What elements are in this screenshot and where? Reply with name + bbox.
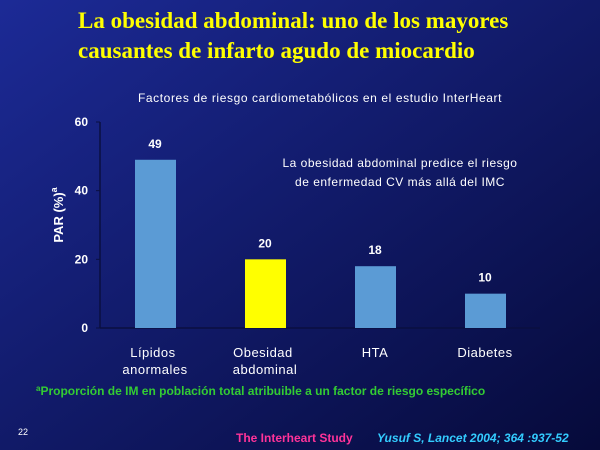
x-tick-label-line: anormales bbox=[122, 362, 187, 377]
data-label: 10 bbox=[478, 271, 492, 285]
x-tick-label-line: HTA bbox=[362, 345, 389, 360]
annotation: La obesidad abdominal predice el riesgo bbox=[283, 156, 518, 170]
bar bbox=[245, 259, 286, 328]
x-tick-label: HTA bbox=[362, 345, 389, 360]
slide-title: La obesidad abdominal: uno de los mayore… bbox=[78, 8, 508, 33]
x-tick-label-line: Lípidos bbox=[130, 345, 180, 360]
x-tick-label-line: abdominal bbox=[233, 362, 298, 377]
footnote-marker: a bbox=[36, 384, 41, 393]
x-tick-label: Obesidad abdominal bbox=[233, 345, 298, 377]
citation: Yusuf S, Lancet 2004; 364 :937-52 bbox=[377, 431, 569, 445]
slide-number: 22 bbox=[18, 427, 28, 437]
bar bbox=[465, 293, 506, 328]
footnote-text: Proporción de IM en población total atri… bbox=[40, 384, 485, 398]
data-label: 49 bbox=[148, 137, 162, 151]
bar bbox=[355, 266, 396, 328]
y-tick-label: 60 bbox=[75, 115, 89, 129]
y-axis-label-superscript: a bbox=[49, 186, 59, 192]
annotation: de enfermedad CV más allá del IMC bbox=[295, 175, 505, 189]
data-label: 20 bbox=[258, 236, 272, 250]
chart-title: Factores de riesgo cardiometabólicos en … bbox=[138, 91, 502, 105]
source: The Interheart Study bbox=[236, 431, 353, 445]
x-tick-label: Diabetes bbox=[457, 345, 512, 360]
x-tick-label-line: Obesidad bbox=[233, 345, 297, 360]
y-axis-label-text: PAR (%) bbox=[51, 192, 66, 242]
data-label: 18 bbox=[368, 243, 382, 257]
bar bbox=[135, 159, 176, 328]
y-tick-label: 20 bbox=[75, 252, 89, 266]
x-tick-label: Lípidos anormales bbox=[122, 345, 187, 377]
y-tick-label: 40 bbox=[75, 184, 89, 198]
y-tick-label: 0 bbox=[81, 321, 88, 335]
slide-title: causantes de infarto agudo de miocardio bbox=[78, 38, 475, 63]
y-axis-label: PAR (%)a bbox=[49, 186, 66, 242]
footnote: aProporción de IM en población total atr… bbox=[36, 384, 485, 398]
x-tick-label-line: Diabetes bbox=[457, 345, 512, 360]
